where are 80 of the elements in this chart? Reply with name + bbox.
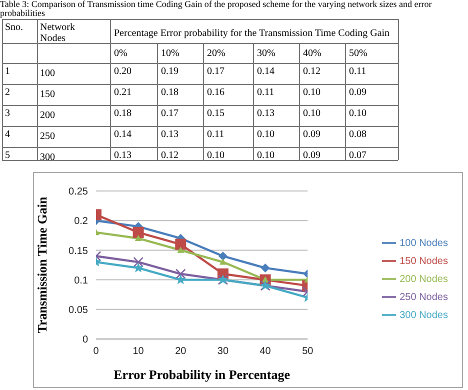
text: Network Nodes [40,22,76,44]
caption: Table 3: Comparison of Transmission time Coding Gain of the proposed scheme for the varying network sizes and error probabilities [0,0,433,18]
text: 50% [349,48,368,59]
text: 0.18 [161,87,178,98]
text: 0.13 [114,150,132,161]
text: 5 [5,150,10,161]
text: 0.09 [349,87,366,98]
text: 0.12 [303,66,320,77]
text: 0.09 [303,129,320,140]
legend-label: 150 Nodes [400,256,448,267]
text: 0.17 [207,66,224,77]
y-axis-title: Transmission Time Gain [34,196,50,334]
y-tick-label: 0.25 [68,186,88,198]
point [219,258,226,265]
y-tick-label: 0.15 [68,246,88,257]
point [218,252,228,261]
text: 0.15 [207,108,224,119]
text: 0.20 [114,66,132,77]
text: 150 [40,89,55,100]
text: 300 [40,152,55,163]
text: 0.14 [114,129,132,140]
text: 4 [5,129,10,140]
point [134,234,142,242]
x-tick-label: 20 [175,346,187,358]
text: 0.09 [303,150,320,161]
text: 0.11 [207,129,224,140]
text: 0.08 [349,129,366,140]
text: 0.13 [257,108,274,119]
x-tick-label: 50 [302,346,314,358]
point [175,238,186,250]
point [260,263,270,272]
text: 0% [114,48,128,59]
point [177,246,184,253]
y-tick-label: 0.2 [74,216,88,228]
text: 30% [257,48,276,59]
text: 0.21 [114,87,132,98]
y-tick-label: 0 [82,334,88,346]
point [175,274,186,284]
legend-label: 200 Nodes [400,274,448,285]
text: 3 [5,108,10,119]
text: 0.12 [161,150,178,161]
x-tick-label: 10 [132,346,144,358]
text: 2 [5,87,10,98]
text: 0.14 [257,66,274,77]
text: 0.10 [207,150,224,161]
text: 100 [40,68,55,79]
text: 0.10 [257,129,274,140]
text: 0.11 [349,66,366,77]
text: 0.10 [257,150,274,161]
text: 0.19 [161,66,178,77]
text: 200 [40,110,55,121]
legend-label: 250 Nodes [400,292,448,303]
text: 0.13 [161,129,178,140]
x-axis-title: Error Probability in Percentage [114,367,290,382]
y-tick-label: 0.1 [74,275,88,286]
point [176,268,186,280]
text: 0.17 [161,108,178,119]
text: 250 [40,131,55,142]
legend-label: 300 Nodes [400,310,448,321]
text: 0.11 [257,87,274,98]
point [133,256,144,268]
text: Percentage Error probability for the Transmission Time Coding Gain [114,28,390,39]
point [132,226,144,238]
x-tick-label: 0 [93,346,100,358]
y-tick-label: 0.05 [68,304,88,316]
text: 0.10 [349,108,366,119]
x-tick-label: 40 [260,346,272,358]
text: 0.07 [349,150,366,161]
point [133,262,144,272]
text: 40% [303,48,322,59]
text: 20% [207,48,226,59]
text: Sno. [5,22,24,33]
legend-label: 100 Nodes [400,238,448,249]
x-tick-label: 30 [217,346,229,358]
text: 0.10 [303,87,320,98]
text: 0.18 [114,108,132,119]
text: 1 [5,66,10,77]
text: 10% [161,48,180,59]
text: 0.10 [303,108,320,119]
text: 0.16 [207,87,224,98]
